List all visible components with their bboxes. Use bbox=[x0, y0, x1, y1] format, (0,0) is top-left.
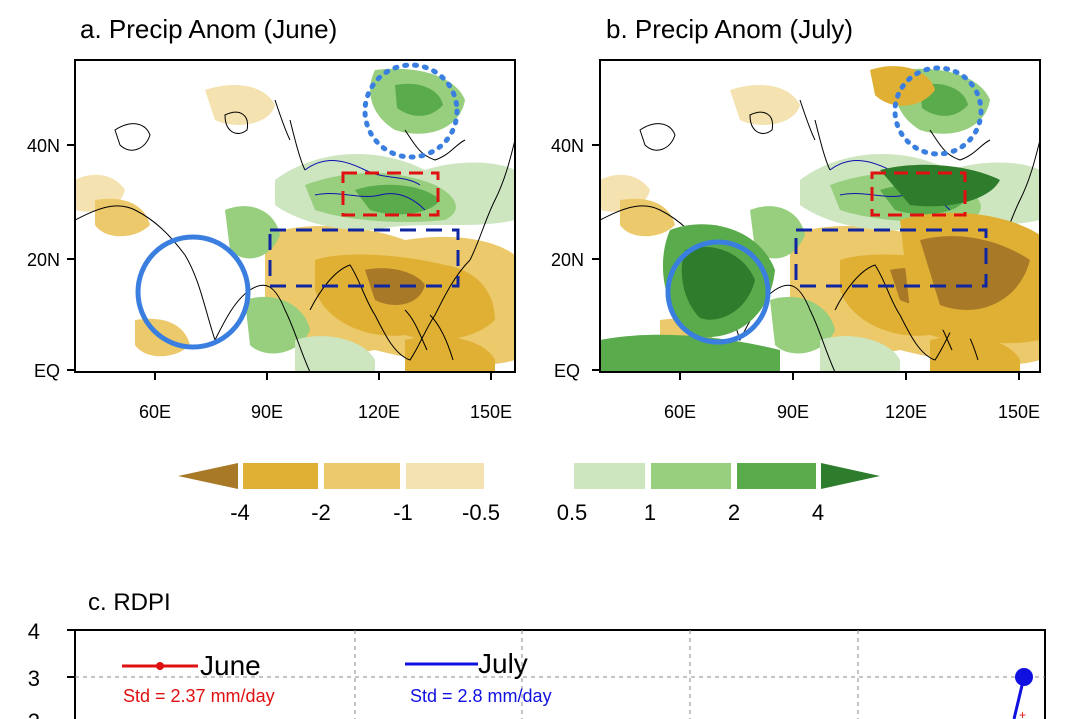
colorbar-segment bbox=[574, 463, 645, 489]
legend-june-marker bbox=[156, 662, 164, 670]
legend-july-std: Std = 2.8 mm/day bbox=[410, 686, 552, 706]
panel-b-axes: 60E 90E 120E 150E EQ 20N 40N bbox=[551, 136, 1040, 422]
legend-july-label: July bbox=[478, 648, 528, 679]
colorbar-label: -4 bbox=[230, 500, 250, 525]
panel-b-map bbox=[599, 59, 1041, 373]
panel-c-y-tick: 2 bbox=[28, 709, 40, 719]
colorbar-segment bbox=[651, 463, 731, 489]
panel-c-plot bbox=[67, 629, 1046, 719]
panel-a-map bbox=[74, 59, 516, 373]
july-point bbox=[1015, 668, 1033, 686]
panel-b-north-china-circle bbox=[892, 65, 984, 157]
panel-a-lon-tick: 150E bbox=[470, 402, 512, 422]
colorbar-label: 0.5 bbox=[557, 500, 588, 525]
panel-a-axes: 60E 90E 120E 150E EQ 20N 40N bbox=[27, 136, 512, 422]
panel-c-y-axis: 4 3 2 bbox=[28, 619, 40, 719]
panel-b-lon-tick: 90E bbox=[777, 402, 809, 422]
colorbar: -4 -2 -1 -0.5 0.5 1 2 4 bbox=[178, 463, 880, 525]
panel-a-lon-tick: 90E bbox=[251, 402, 283, 422]
panel-a-yangtze-box bbox=[341, 171, 440, 217]
panel-c-y-tick: 4 bbox=[28, 619, 40, 644]
panel-b-lon-tick: 150E bbox=[998, 402, 1040, 422]
panel-a-south-asia-circle bbox=[135, 234, 251, 350]
colorbar-segment bbox=[243, 463, 318, 489]
panel-b-lat-tick: 40N bbox=[551, 136, 584, 156]
legend-june-label: June bbox=[200, 650, 261, 681]
panel-a-lon-tick: 60E bbox=[139, 402, 171, 422]
panel-a-lat-tick: EQ bbox=[34, 361, 60, 381]
colorbar-segment bbox=[406, 463, 484, 489]
panel-c-legend: June Std = 2.37 mm/day July Std = 2.8 mm… bbox=[122, 648, 552, 706]
panel-b-south-asia-circle bbox=[665, 239, 771, 345]
panel-b-lat-tick: 20N bbox=[551, 250, 584, 270]
panel-a-southeast-box bbox=[268, 228, 460, 288]
panel-a-lat-tick: 40N bbox=[27, 136, 60, 156]
colorbar-label: 4 bbox=[812, 500, 824, 525]
colorbar-segment bbox=[737, 463, 816, 489]
colorbar-segment bbox=[178, 463, 238, 489]
july-series: + bbox=[1012, 668, 1033, 719]
colorbar-label: -2 bbox=[311, 500, 331, 525]
colorbar-label: -1 bbox=[393, 500, 413, 525]
panel-a-north-china-circle bbox=[362, 62, 460, 160]
panel-b-lon-tick: 60E bbox=[664, 402, 696, 422]
panel-b-lat-tick: EQ bbox=[554, 361, 580, 381]
panel-a-title: a. Precip Anom (June) bbox=[80, 14, 337, 44]
june-point-marker: + bbox=[1019, 708, 1026, 719]
panel-c-y-tick: 3 bbox=[28, 666, 40, 691]
panel-a-lat-tick: 20N bbox=[27, 250, 60, 270]
panel-b-yangtze-box bbox=[870, 171, 967, 217]
panel-c-title: c. RDPI bbox=[88, 589, 171, 616]
colorbar-segment bbox=[821, 463, 880, 489]
panel-b-southeast-box bbox=[794, 228, 988, 288]
colorbar-segment bbox=[324, 463, 400, 489]
panel-a-lon-tick: 120E bbox=[358, 402, 400, 422]
colorbar-label: 1 bbox=[644, 500, 656, 525]
colorbar-label: 2 bbox=[728, 500, 740, 525]
panel-b-lon-tick: 120E bbox=[885, 402, 927, 422]
colorbar-label: -0.5 bbox=[462, 500, 500, 525]
legend-june-std: Std = 2.37 mm/day bbox=[123, 686, 275, 706]
panel-b-title: b. Precip Anom (July) bbox=[606, 14, 853, 44]
